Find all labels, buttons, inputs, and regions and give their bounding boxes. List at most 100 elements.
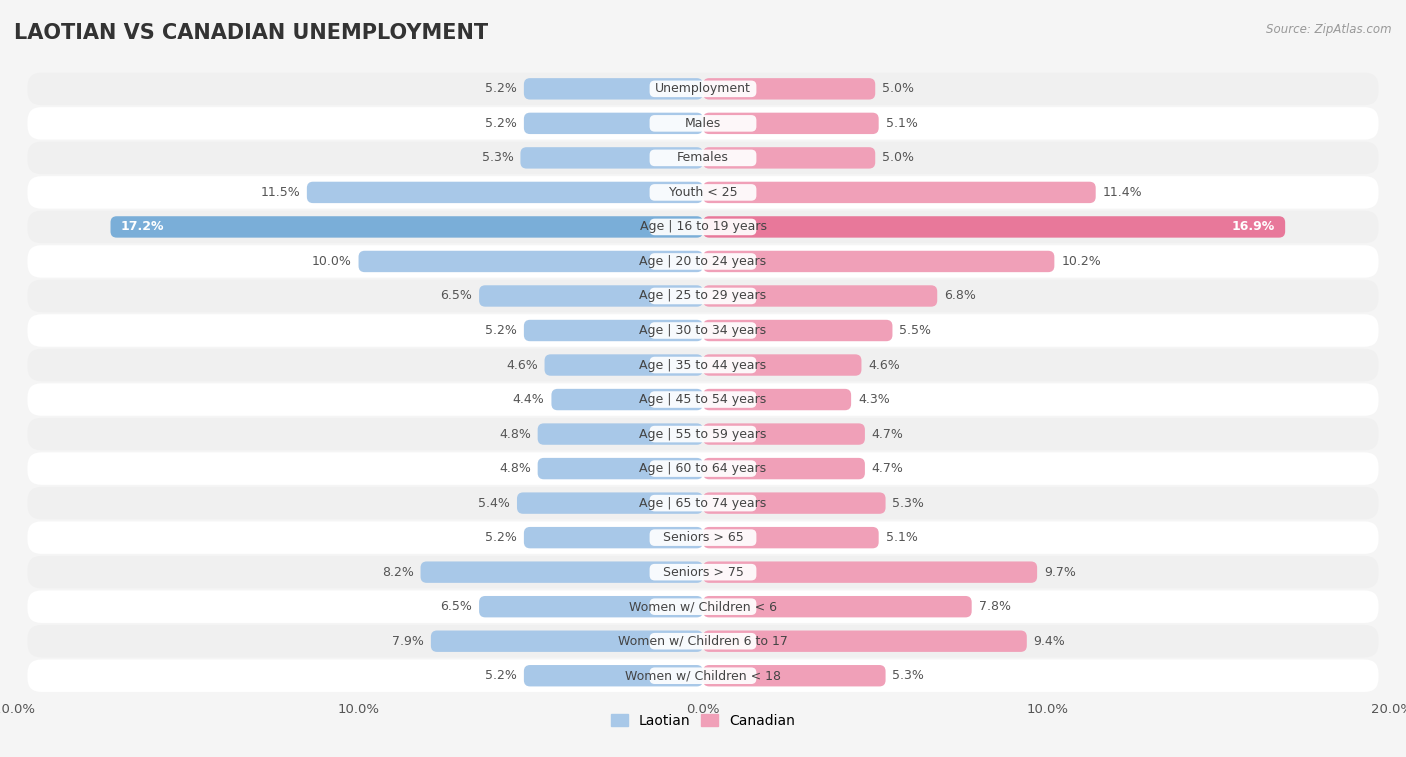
FancyBboxPatch shape [524, 527, 703, 548]
FancyBboxPatch shape [650, 80, 756, 97]
FancyBboxPatch shape [703, 665, 886, 687]
FancyBboxPatch shape [28, 487, 1378, 519]
Text: Unemployment: Unemployment [655, 83, 751, 95]
Text: Males: Males [685, 117, 721, 130]
FancyBboxPatch shape [650, 564, 756, 581]
Text: 10.2%: 10.2% [1062, 255, 1101, 268]
Text: 5.3%: 5.3% [482, 151, 513, 164]
Text: 5.2%: 5.2% [485, 531, 517, 544]
Text: 5.5%: 5.5% [900, 324, 931, 337]
FancyBboxPatch shape [28, 280, 1378, 312]
Text: 5.0%: 5.0% [882, 151, 914, 164]
FancyBboxPatch shape [650, 668, 756, 684]
FancyBboxPatch shape [517, 492, 703, 514]
FancyBboxPatch shape [28, 349, 1378, 382]
Text: Age | 45 to 54 years: Age | 45 to 54 years [640, 393, 766, 406]
FancyBboxPatch shape [703, 389, 851, 410]
FancyBboxPatch shape [524, 665, 703, 687]
FancyBboxPatch shape [359, 251, 703, 273]
Text: 4.8%: 4.8% [499, 428, 531, 441]
Text: Women w/ Children 6 to 17: Women w/ Children 6 to 17 [619, 634, 787, 648]
FancyBboxPatch shape [28, 176, 1378, 209]
Text: Women w/ Children < 6: Women w/ Children < 6 [628, 600, 778, 613]
Text: 5.0%: 5.0% [882, 83, 914, 95]
Text: 5.1%: 5.1% [886, 117, 918, 130]
FancyBboxPatch shape [28, 556, 1378, 588]
FancyBboxPatch shape [524, 319, 703, 341]
Text: 9.7%: 9.7% [1045, 565, 1076, 578]
Text: Age | 55 to 59 years: Age | 55 to 59 years [640, 428, 766, 441]
Text: 4.4%: 4.4% [513, 393, 544, 406]
FancyBboxPatch shape [650, 460, 756, 477]
FancyBboxPatch shape [703, 147, 875, 169]
FancyBboxPatch shape [703, 458, 865, 479]
Text: 5.3%: 5.3% [893, 497, 924, 509]
FancyBboxPatch shape [650, 529, 756, 546]
FancyBboxPatch shape [28, 590, 1378, 623]
FancyBboxPatch shape [650, 495, 756, 512]
Text: 11.4%: 11.4% [1102, 186, 1142, 199]
Text: 4.7%: 4.7% [872, 428, 904, 441]
Text: 5.3%: 5.3% [893, 669, 924, 682]
Text: 5.2%: 5.2% [485, 324, 517, 337]
FancyBboxPatch shape [28, 625, 1378, 657]
Text: Seniors > 65: Seniors > 65 [662, 531, 744, 544]
Text: Females: Females [678, 151, 728, 164]
Text: 4.6%: 4.6% [869, 359, 900, 372]
FancyBboxPatch shape [28, 522, 1378, 554]
Text: Source: ZipAtlas.com: Source: ZipAtlas.com [1267, 23, 1392, 36]
FancyBboxPatch shape [111, 217, 703, 238]
FancyBboxPatch shape [650, 115, 756, 132]
Text: 5.2%: 5.2% [485, 117, 517, 130]
FancyBboxPatch shape [307, 182, 703, 203]
FancyBboxPatch shape [537, 458, 703, 479]
FancyBboxPatch shape [420, 562, 703, 583]
Text: 5.4%: 5.4% [478, 497, 510, 509]
Text: Age | 30 to 34 years: Age | 30 to 34 years [640, 324, 766, 337]
FancyBboxPatch shape [703, 285, 938, 307]
Legend: Laotian, Canadian: Laotian, Canadian [606, 709, 800, 734]
FancyBboxPatch shape [650, 150, 756, 167]
Text: 4.8%: 4.8% [499, 462, 531, 475]
Text: 5.2%: 5.2% [485, 669, 517, 682]
FancyBboxPatch shape [544, 354, 703, 375]
FancyBboxPatch shape [28, 73, 1378, 105]
FancyBboxPatch shape [28, 142, 1378, 174]
Text: Age | 65 to 74 years: Age | 65 to 74 years [640, 497, 766, 509]
FancyBboxPatch shape [28, 210, 1378, 243]
Text: 7.8%: 7.8% [979, 600, 1011, 613]
FancyBboxPatch shape [703, 113, 879, 134]
Text: Women w/ Children < 18: Women w/ Children < 18 [626, 669, 780, 682]
FancyBboxPatch shape [703, 354, 862, 375]
Text: LAOTIAN VS CANADIAN UNEMPLOYMENT: LAOTIAN VS CANADIAN UNEMPLOYMENT [14, 23, 488, 42]
FancyBboxPatch shape [703, 78, 875, 99]
FancyBboxPatch shape [703, 182, 1095, 203]
Text: Age | 60 to 64 years: Age | 60 to 64 years [640, 462, 766, 475]
Text: 17.2%: 17.2% [121, 220, 165, 233]
FancyBboxPatch shape [650, 357, 756, 373]
FancyBboxPatch shape [524, 78, 703, 99]
FancyBboxPatch shape [650, 253, 756, 269]
FancyBboxPatch shape [650, 425, 756, 442]
FancyBboxPatch shape [703, 596, 972, 618]
Text: 4.6%: 4.6% [506, 359, 537, 372]
FancyBboxPatch shape [703, 423, 865, 445]
Text: Youth < 25: Youth < 25 [669, 186, 737, 199]
FancyBboxPatch shape [28, 659, 1378, 692]
FancyBboxPatch shape [28, 453, 1378, 484]
FancyBboxPatch shape [650, 322, 756, 339]
Text: 6.5%: 6.5% [440, 600, 472, 613]
FancyBboxPatch shape [650, 598, 756, 615]
Text: 7.9%: 7.9% [392, 634, 425, 648]
Text: 4.3%: 4.3% [858, 393, 890, 406]
FancyBboxPatch shape [520, 147, 703, 169]
Text: Age | 16 to 19 years: Age | 16 to 19 years [640, 220, 766, 233]
Text: Age | 35 to 44 years: Age | 35 to 44 years [640, 359, 766, 372]
Text: Seniors > 75: Seniors > 75 [662, 565, 744, 578]
Text: 10.0%: 10.0% [312, 255, 352, 268]
FancyBboxPatch shape [703, 562, 1038, 583]
Text: 9.4%: 9.4% [1033, 634, 1066, 648]
FancyBboxPatch shape [703, 217, 1285, 238]
FancyBboxPatch shape [537, 423, 703, 445]
FancyBboxPatch shape [650, 184, 756, 201]
